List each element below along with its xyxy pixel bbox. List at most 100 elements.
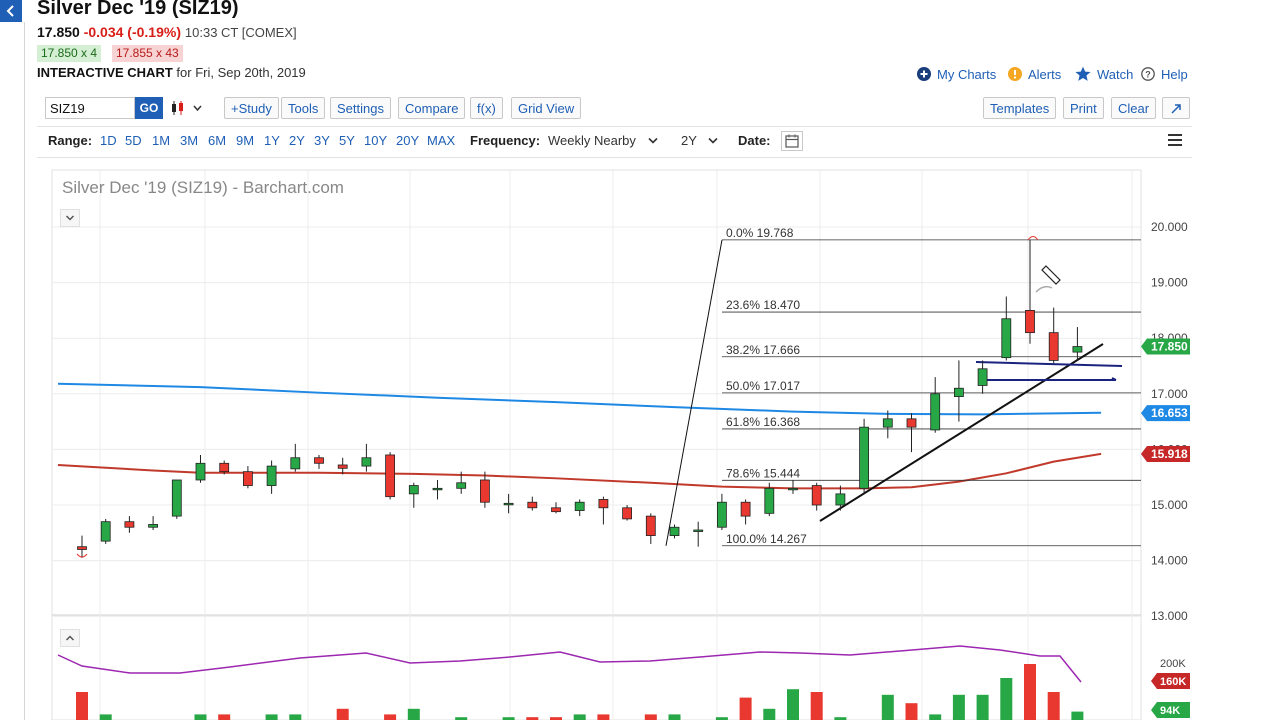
candle-body bbox=[148, 524, 159, 528]
interactive-chart-heading: INTERACTIVE CHART for Fri, Sep 20th, 201… bbox=[37, 65, 306, 80]
candle bbox=[195, 454, 206, 483]
scribble-mark bbox=[1035, 285, 1053, 293]
settings-button[interactable]: Settings bbox=[330, 97, 391, 119]
candle-body bbox=[930, 393, 941, 431]
volume-bar bbox=[1071, 711, 1084, 720]
candle-body bbox=[788, 487, 798, 491]
volume-badge: 160K bbox=[1151, 673, 1190, 689]
ask-badge: 17.855 x 43 bbox=[112, 45, 183, 62]
price-change: -0.034 (-0.19%) bbox=[83, 24, 181, 40]
tools-button[interactable]: Tools bbox=[281, 97, 326, 119]
symbol-input[interactable] bbox=[45, 97, 135, 119]
range-option-6m[interactable]: 6M bbox=[208, 133, 227, 148]
candle-body bbox=[100, 521, 111, 542]
candle bbox=[574, 499, 585, 517]
volume-bar bbox=[929, 714, 942, 720]
low-marker bbox=[76, 553, 88, 558]
frequency-value: Weekly Nearby bbox=[548, 133, 636, 148]
collapse-chart-button[interactable] bbox=[60, 209, 80, 227]
compare-button[interactable]: Compare bbox=[398, 97, 466, 119]
price-badge-label: 16.653 bbox=[1151, 406, 1188, 420]
fib-level-label: 78.6% 15.444 bbox=[726, 466, 800, 480]
range-option-max[interactable]: MAX bbox=[427, 133, 456, 148]
candle-body bbox=[456, 482, 467, 489]
fib-level-label: 0.0% 19.768 bbox=[726, 226, 794, 240]
candle bbox=[77, 535, 87, 558]
trendline bbox=[819, 343, 1104, 522]
candle-body bbox=[385, 454, 396, 498]
alerts-link[interactable]: Alerts bbox=[1008, 65, 1061, 83]
volume-bar bbox=[739, 697, 752, 720]
range-bar bbox=[37, 126, 1192, 158]
candle bbox=[717, 493, 727, 531]
range-option-20y[interactable]: 20Y bbox=[396, 133, 420, 148]
chart-type-dropdown[interactable] bbox=[170, 100, 204, 116]
volume-bar bbox=[644, 714, 657, 720]
range-option-2y[interactable]: 2Y bbox=[289, 133, 305, 148]
candle-body bbox=[882, 418, 893, 428]
volume-badge: 94K bbox=[1151, 702, 1190, 718]
range-option-5y[interactable]: 5Y bbox=[339, 133, 355, 148]
candle-body bbox=[1001, 318, 1012, 359]
candle bbox=[219, 460, 230, 475]
volume-bar bbox=[597, 714, 610, 720]
volume-bar bbox=[550, 717, 562, 720]
chevron-down-icon bbox=[65, 215, 75, 221]
templates-button[interactable]: Templates bbox=[983, 97, 1057, 119]
add-study-button[interactable]: +Study bbox=[224, 97, 279, 119]
high-marker bbox=[1027, 236, 1039, 241]
range-option-1d[interactable]: 1D bbox=[100, 133, 117, 148]
candle bbox=[479, 471, 490, 508]
watch-link[interactable]: Watch bbox=[1075, 65, 1133, 83]
frequency-select[interactable]: Weekly Nearby bbox=[548, 133, 660, 148]
volume-bar bbox=[1047, 692, 1060, 720]
volume-bar bbox=[763, 708, 776, 720]
fib-level-label: 100.0% 14.267 bbox=[726, 532, 807, 546]
candle-body bbox=[551, 507, 561, 513]
range-option-10y[interactable]: 10Y bbox=[364, 133, 388, 148]
candle-body bbox=[527, 501, 538, 509]
candle bbox=[930, 377, 941, 433]
volume-bar bbox=[455, 717, 468, 720]
volume-bar bbox=[218, 714, 231, 720]
candle bbox=[788, 479, 798, 494]
date-picker-button[interactable] bbox=[781, 131, 803, 151]
help-icon: ? bbox=[1141, 67, 1155, 81]
candle-body bbox=[314, 457, 324, 464]
go-button[interactable]: GO bbox=[135, 97, 163, 119]
y-tick-label: 19.000 bbox=[1151, 276, 1188, 290]
volume-bar bbox=[787, 689, 799, 720]
watch-label: Watch bbox=[1097, 66, 1134, 82]
range-option-3y[interactable]: 3Y bbox=[314, 133, 330, 148]
range-option-1m[interactable]: 1M bbox=[152, 133, 171, 148]
candle-body bbox=[717, 501, 727, 528]
my-charts-link[interactable]: My Charts bbox=[917, 65, 996, 83]
fx-button[interactable]: f(x) bbox=[470, 97, 503, 119]
fib-level-label: 23.6% 18.470 bbox=[726, 298, 800, 312]
candle-body bbox=[764, 487, 775, 514]
range-option-9m[interactable]: 9M bbox=[236, 133, 255, 148]
back-button[interactable] bbox=[0, 0, 22, 22]
hamburger-menu-button[interactable] bbox=[1167, 133, 1183, 147]
candle bbox=[314, 454, 324, 469]
print-button[interactable]: Print bbox=[1063, 97, 1104, 119]
help-link[interactable]: ? Help bbox=[1141, 65, 1188, 83]
grid-view-button[interactable]: Grid View bbox=[511, 97, 582, 119]
calendar-icon bbox=[785, 134, 799, 148]
range-option-5d[interactable]: 5D bbox=[125, 133, 142, 148]
clear-button[interactable]: Clear bbox=[1111, 97, 1157, 119]
interactive-chart-label: INTERACTIVE CHART bbox=[37, 65, 173, 80]
volume-bar bbox=[834, 717, 847, 720]
range-option-3m[interactable]: 3M bbox=[180, 133, 199, 148]
moving-average-red bbox=[57, 452, 1102, 490]
volume-badge-bg bbox=[1151, 673, 1190, 689]
candle bbox=[954, 360, 964, 422]
candle-body bbox=[503, 502, 514, 506]
period-select[interactable]: 2Y bbox=[681, 133, 721, 148]
price-badge-bg bbox=[1141, 338, 1190, 355]
expand-button[interactable] bbox=[1162, 97, 1190, 119]
y-tick-label: 13.000 bbox=[1151, 609, 1188, 623]
range-option-1y[interactable]: 1Y bbox=[264, 133, 280, 148]
collapse-volume-button[interactable] bbox=[60, 629, 80, 647]
